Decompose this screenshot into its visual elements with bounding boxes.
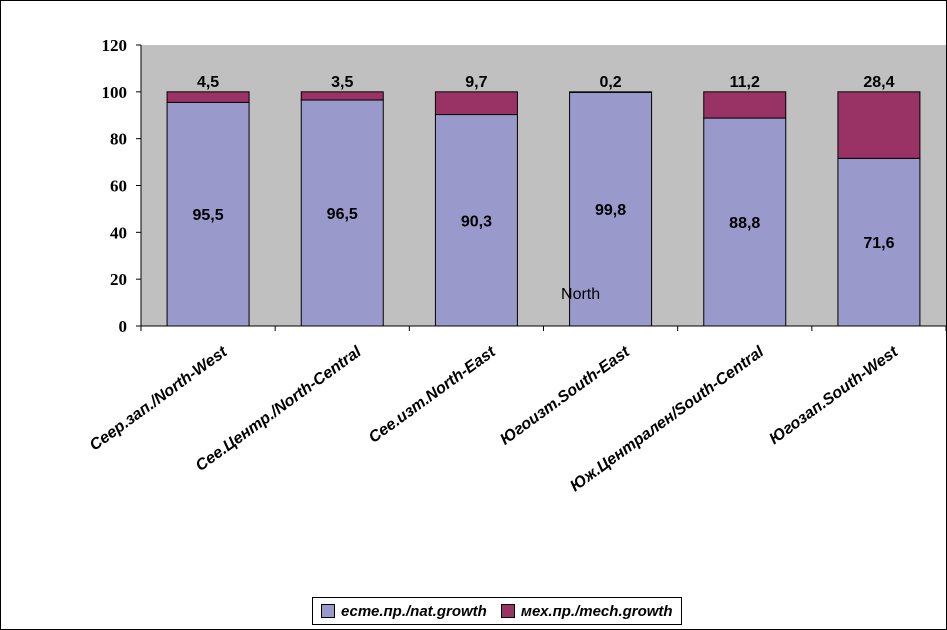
- data-label-mech-growth: 4,5: [197, 74, 219, 91]
- data-label-mech-growth: 3,5: [331, 74, 353, 91]
- bar-segment-mech-growth: [166, 91, 250, 103]
- bar-segment-mech-growth: [837, 91, 921, 159]
- legend-item-mech-growth: мех.пр./mech.growth: [500, 602, 673, 620]
- data-label-mech-growth: 0,2: [599, 74, 621, 91]
- legend-label: есте.пр./nat.growth: [341, 602, 487, 620]
- bar-segment-mech-growth: [434, 91, 518, 116]
- y-tick-label: 40: [110, 223, 127, 242]
- legend-swatch: [321, 604, 335, 618]
- bar-segment-mech-growth: [569, 91, 653, 93]
- y-tick-label: 60: [110, 177, 127, 196]
- x-tick-label: Югоизт.South-East: [497, 343, 633, 449]
- bar-segment-mech-growth: [703, 91, 787, 119]
- data-label-mech-growth: 11,2: [730, 74, 760, 91]
- data-label-nat-growth: 90,3: [461, 213, 492, 230]
- legend: есте.пр./nat.growth мех.пр./mech.growth: [312, 597, 682, 625]
- data-label-mech-growth: 28,4: [863, 74, 894, 91]
- plot-area: [141, 45, 946, 326]
- chart-annotation: North: [561, 286, 600, 303]
- bar-segment-nat-growth: [703, 117, 787, 327]
- bar-segment-nat-growth: [837, 157, 921, 327]
- bar-segment-mech-growth: [300, 91, 384, 101]
- x-tick-label: Сее.изт.North-East: [366, 343, 499, 446]
- data-label-nat-growth: 99,8: [595, 202, 626, 219]
- bar-segment-nat-growth: [166, 101, 250, 327]
- data-label-nat-growth: 95,5: [193, 207, 224, 224]
- x-tick-label: Югозап.South-West: [766, 343, 901, 448]
- data-label-nat-growth: 96,5: [327, 206, 358, 223]
- y-tick-label: 100: [102, 83, 128, 102]
- y-tick-label: 120: [102, 36, 128, 55]
- legend-item-nat-growth: есте.пр./nat.growth: [321, 603, 487, 620]
- bar-segment-nat-growth: [569, 91, 653, 327]
- y-tick-label: 80: [110, 130, 127, 149]
- x-tick-label: Сеeр.зап./North-West: [87, 343, 231, 454]
- y-tick-label: 0: [119, 317, 128, 336]
- y-tick-label: 20: [110, 270, 127, 289]
- bar-segment-nat-growth: [300, 99, 384, 327]
- legend-swatch: [500, 604, 515, 618]
- data-label-nat-growth: 88,8: [729, 215, 760, 232]
- data-label-mech-growth: 9,7: [465, 74, 487, 91]
- data-label-nat-growth: 71,6: [863, 235, 894, 252]
- legend-label: мех.пр./mech.growth: [520, 602, 673, 620]
